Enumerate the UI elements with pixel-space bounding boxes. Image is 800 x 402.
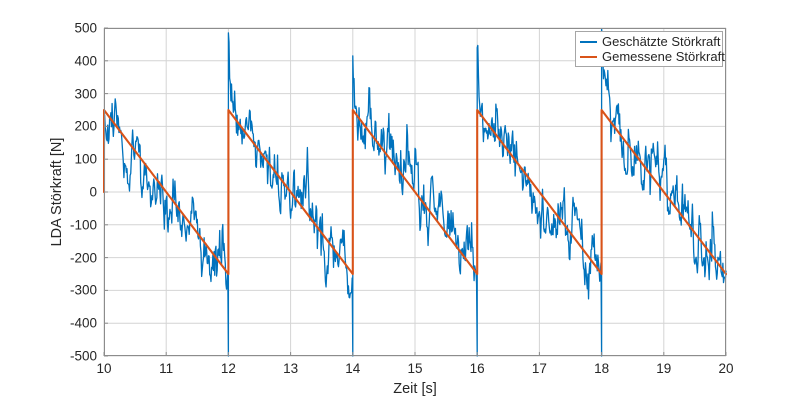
legend-label-measured: Gemessene Störkraft — [602, 49, 725, 64]
x-tick-label: 10 — [96, 361, 112, 376]
x-tick-label: 16 — [469, 361, 485, 376]
legend-label-estimated: Geschätzte Störkraft — [602, 34, 721, 49]
y-tick-label: 500 — [74, 20, 97, 36]
series-line-0 — [103, 28, 727, 357]
x-tick-label: 18 — [594, 361, 610, 376]
y-tick-label: 200 — [74, 118, 97, 134]
legend: Geschätzte Störkraft Gemessene Störkraft — [575, 31, 725, 67]
y-axis-label: LDA Störkraft [N] — [49, 137, 65, 247]
y-tick-label: 400 — [74, 53, 97, 69]
axis-tick-marks — [103, 27, 727, 357]
x-tick-label: 14 — [345, 361, 361, 376]
x-tick-label: 19 — [656, 361, 672, 376]
x-tick-label: 15 — [407, 361, 423, 376]
x-tick-label: 11 — [159, 361, 174, 376]
x-tick-label: 13 — [283, 361, 299, 376]
series-line-1 — [103, 108, 727, 276]
y-tick-label: -200 — [69, 249, 97, 265]
y-tick-label: -500 — [69, 348, 97, 364]
legend-entry-measured: Gemessene Störkraft — [580, 49, 725, 64]
estimated-line-swatch-icon — [580, 40, 597, 43]
y-tick-label: -100 — [69, 217, 97, 233]
x-tick-label: 12 — [220, 361, 236, 376]
series — [103, 28, 727, 357]
measured-line-swatch-icon — [580, 55, 597, 58]
x-axis-label: Zeit [s] — [393, 381, 437, 397]
y-tick-label: -300 — [69, 282, 97, 298]
y-tick-label: -400 — [69, 315, 97, 331]
x-tick-label: 17 — [531, 361, 547, 376]
x-tick-label: 20 — [718, 361, 734, 376]
y-tick-label: 100 — [74, 151, 97, 167]
legend-entry-estimated: Geschätzte Störkraft — [580, 34, 721, 49]
y-tick-label: 300 — [74, 85, 97, 101]
y-tick-label: 0 — [89, 184, 97, 200]
